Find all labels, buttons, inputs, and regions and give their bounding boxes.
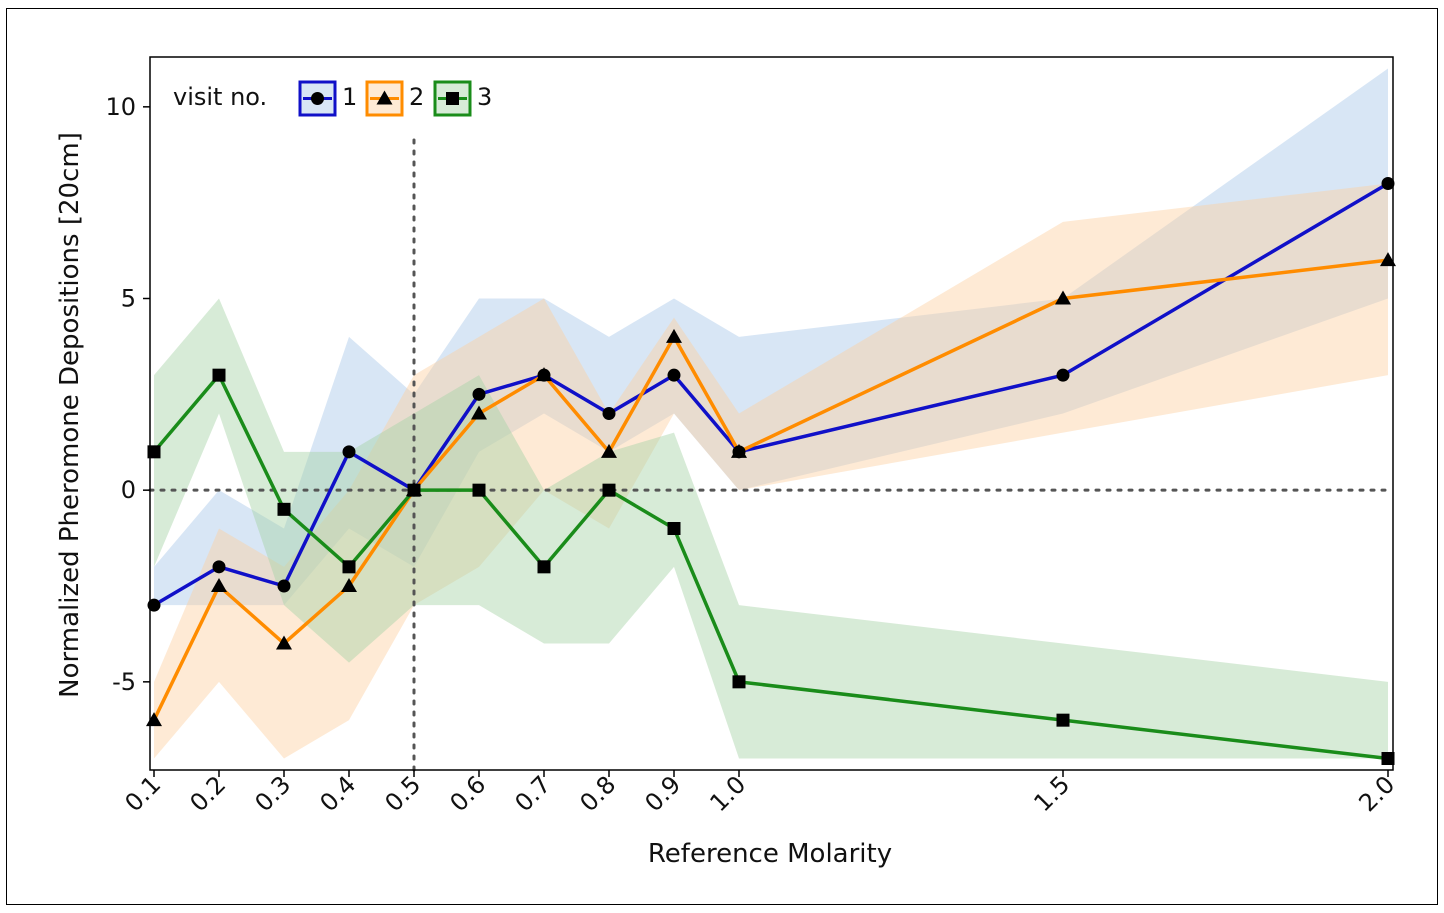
x-tick-label: 0.5 <box>379 770 426 817</box>
point-series-2 <box>276 635 292 650</box>
x-tick-label: 2.0 <box>1353 770 1400 817</box>
point-series-1 <box>212 560 226 574</box>
point-series-3 <box>1381 752 1395 765</box>
legend-label-2: 2 <box>409 83 424 111</box>
point-series-3 <box>277 502 291 516</box>
line-series-3 <box>152 373 1389 761</box>
point-series-2 <box>1055 290 1071 305</box>
point-series-1 <box>1381 177 1395 190</box>
legend: visit no. 1 2 3 <box>173 80 492 117</box>
point-series-2 <box>536 367 552 382</box>
x-tick-label: 0.4 <box>314 770 361 817</box>
figure-frame <box>6 8 1438 905</box>
band-series-3 <box>154 298 1388 759</box>
point-series-2 <box>471 405 487 420</box>
point-series-2 <box>211 578 227 592</box>
point-series-2 <box>666 328 682 343</box>
point-series-3 <box>602 483 616 497</box>
x-tick-label: 0.6 <box>444 770 491 817</box>
point-series-2 <box>341 578 357 592</box>
series-markers <box>146 177 1396 765</box>
point-series-2 <box>731 443 747 458</box>
confidence-bands <box>154 68 1388 759</box>
legend-label-3: 3 <box>477 83 492 111</box>
band-series-2 <box>154 183 1388 759</box>
point-series-3 <box>342 560 356 574</box>
y-tick-label: 5 <box>121 285 136 313</box>
point-series-3 <box>407 483 421 497</box>
x-axis-label: Reference Molarity <box>648 839 892 869</box>
x-tick-label: 0.9 <box>639 770 686 817</box>
reference-lines <box>148 138 1395 772</box>
y-tick-label: -5 <box>112 668 136 696</box>
series-lines <box>152 181 1389 761</box>
x-tick-label: 0.1 <box>119 770 166 817</box>
point-series-3 <box>667 522 681 535</box>
x-tick-label: 0.2 <box>184 770 231 817</box>
line-series-2 <box>152 258 1389 721</box>
point-series-1 <box>1056 368 1070 382</box>
line-series-1 <box>153 181 1389 607</box>
x-tick-label: 1.5 <box>1028 770 1075 817</box>
x-tick-label: 0.8 <box>574 770 621 817</box>
y-axis-label: Normalized Pheromone Depositions [20cm] <box>55 132 85 698</box>
point-series-1 <box>342 445 356 459</box>
x-axis: 0.1 0.2 0.3 0.4 0.5 0.6 0.7 0.8 0.9 1.0 1.5 2.0 <box>119 770 1400 817</box>
point-series-3 <box>1056 713 1070 727</box>
y-tick-label: 10 <box>105 93 136 121</box>
point-series-1 <box>602 407 616 420</box>
point-series-2 <box>1380 252 1396 267</box>
x-tick-label: 0.3 <box>249 770 296 817</box>
point-series-3 <box>537 560 551 574</box>
plot-area-border <box>149 56 1394 771</box>
point-series-3 <box>472 483 486 497</box>
point-series-3 <box>732 675 746 689</box>
point-series-3 <box>212 368 226 382</box>
point-series-1 <box>277 579 291 593</box>
legend-marker-3 <box>446 92 459 105</box>
y-axis: -5 0 5 10 <box>105 93 150 696</box>
point-series-2 <box>601 443 617 458</box>
y-tick-label: 0 <box>121 476 136 504</box>
x-tick-label: 1.0 <box>704 770 751 817</box>
point-series-1 <box>472 387 486 401</box>
legend-marker-2 <box>376 90 393 105</box>
legend-label-1: 1 <box>342 83 357 111</box>
x-tick-label: 0.7 <box>509 770 556 817</box>
legend-title: visit no. <box>173 83 267 111</box>
legend-marker-1 <box>311 92 324 105</box>
point-series-1 <box>667 368 681 382</box>
band-series-1 <box>154 68 1388 606</box>
